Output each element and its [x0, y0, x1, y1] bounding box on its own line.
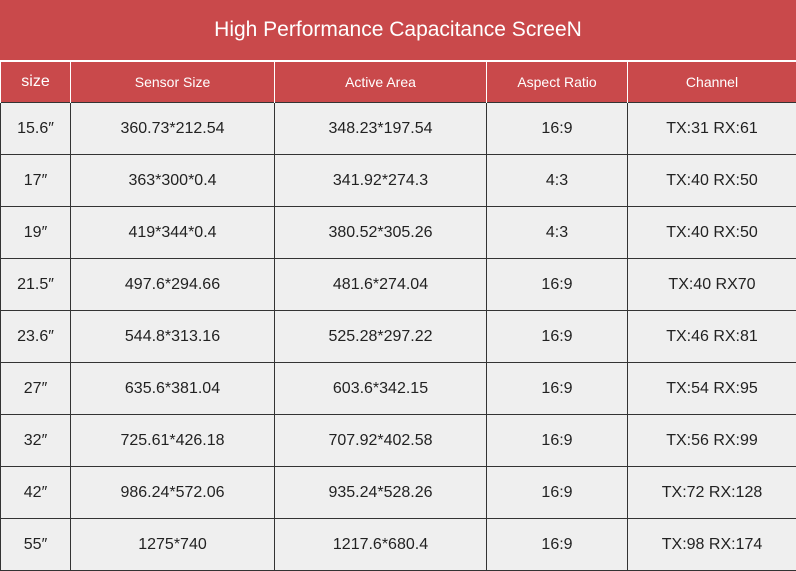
cell-active-area: 935.24*528.26 [275, 467, 487, 519]
header-size: size [1, 62, 71, 103]
header-aspect-ratio: Aspect Ratio [487, 62, 628, 103]
header-row: size Sensor Size Active Area Aspect Rati… [1, 62, 796, 103]
page-title: High Performance Capacitance ScreeN [0, 0, 796, 62]
cell-sensor-size: 360.73*212.54 [71, 103, 275, 155]
cell-size: 23.6″ [1, 311, 71, 363]
cell-channel: TX:56 RX:99 [628, 415, 796, 467]
cell-channel: TX:40 RX:50 [628, 155, 796, 207]
cell-sensor-size: 544.8*313.16 [71, 311, 275, 363]
cell-channel: TX:40 RX70 [628, 259, 796, 311]
cell-active-area: 481.6*274.04 [275, 259, 487, 311]
cell-size: 42″ [1, 467, 71, 519]
cell-aspect-ratio: 16:9 [487, 311, 628, 363]
cell-active-area: 707.92*402.58 [275, 415, 487, 467]
cell-sensor-size: 725.61*426.18 [71, 415, 275, 467]
cell-channel: TX:46 RX:81 [628, 311, 796, 363]
cell-aspect-ratio: 16:9 [487, 259, 628, 311]
cell-aspect-ratio: 16:9 [487, 467, 628, 519]
cell-channel: TX:31 RX:61 [628, 103, 796, 155]
header-channel: Channel [628, 62, 796, 103]
header-sensor-size: Sensor Size [71, 62, 275, 103]
cell-sensor-size: 986.24*572.06 [71, 467, 275, 519]
cell-channel: TX:40 RX:50 [628, 207, 796, 259]
cell-aspect-ratio: 16:9 [487, 363, 628, 415]
cell-channel: TX:98 RX:174 [628, 519, 796, 571]
cell-active-area: 380.52*305.26 [275, 207, 487, 259]
cell-aspect-ratio: 16:9 [487, 415, 628, 467]
cell-aspect-ratio: 4:3 [487, 155, 628, 207]
cell-channel: TX:72 RX:128 [628, 467, 796, 519]
cell-sensor-size: 497.6*294.66 [71, 259, 275, 311]
cell-aspect-ratio: 16:9 [487, 519, 628, 571]
cell-size: 21.5″ [1, 259, 71, 311]
cell-sensor-size: 1275*740 [71, 519, 275, 571]
cell-sensor-size: 363*300*0.4 [71, 155, 275, 207]
cell-size: 27″ [1, 363, 71, 415]
cell-size: 19″ [1, 207, 71, 259]
cell-size: 17″ [1, 155, 71, 207]
cell-active-area: 348.23*197.54 [275, 103, 487, 155]
cell-active-area: 603.6*342.15 [275, 363, 487, 415]
cell-sensor-size: 635.6*381.04 [71, 363, 275, 415]
cell-size: 55″ [1, 519, 71, 571]
cell-aspect-ratio: 16:9 [487, 103, 628, 155]
spec-table: size Sensor Size Active Area Aspect Rati… [0, 62, 796, 571]
cell-active-area: 1217.6*680.4 [275, 519, 487, 571]
cell-active-area: 525.28*297.22 [275, 311, 487, 363]
cell-channel: TX:54 RX:95 [628, 363, 796, 415]
cell-active-area: 341.92*274.3 [275, 155, 487, 207]
spec-sheet: High Performance Capacitance ScreeN size… [0, 0, 796, 540]
header-active-area: Active Area [275, 62, 487, 103]
cell-size: 32″ [1, 415, 71, 467]
cell-sensor-size: 419*344*0.4 [71, 207, 275, 259]
cell-size: 15.6″ [1, 103, 71, 155]
table-header: size Sensor Size Active Area Aspect Rati… [1, 62, 796, 103]
cell-aspect-ratio: 4:3 [487, 207, 628, 259]
